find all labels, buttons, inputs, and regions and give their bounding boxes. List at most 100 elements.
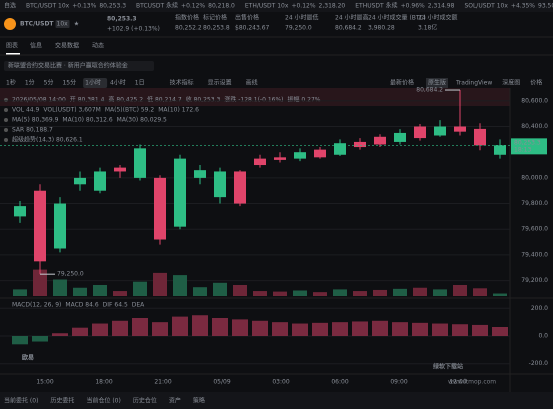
interval[interactable]: 4小时 bbox=[110, 79, 126, 87]
mode-active bbox=[426, 78, 449, 88]
volume-bar bbox=[413, 287, 427, 296]
legend-item: 2026/05/08 14:00 bbox=[12, 97, 66, 104]
time-label: 05/09 bbox=[213, 379, 230, 386]
macd-readout: DEA bbox=[132, 302, 145, 309]
interval[interactable]: 1分 bbox=[25, 79, 35, 87]
volume-bar bbox=[73, 287, 87, 296]
legend-item: 涨跌 -128.1(-0.16%) bbox=[224, 96, 283, 104]
bottom-tab[interactable]: 当前委托 (0) bbox=[4, 397, 38, 405]
view-mode[interactable]: 深度图 bbox=[502, 79, 520, 87]
label[interactable]: 自选 bbox=[4, 2, 16, 10]
macd-bar bbox=[172, 316, 188, 336]
macd-bar bbox=[52, 333, 68, 336]
last-price: 80,253.3 bbox=[514, 139, 541, 146]
candle-body bbox=[454, 126, 466, 132]
tool[interactable]: 画线 bbox=[246, 79, 258, 87]
tab[interactable]: 图表 bbox=[6, 42, 18, 50]
bottom-tab[interactable]: 策略 bbox=[193, 397, 205, 405]
macd-bar bbox=[132, 318, 148, 336]
volume-bar bbox=[193, 287, 207, 296]
volume-bar bbox=[253, 291, 267, 296]
legend-eye bbox=[4, 98, 8, 102]
bottom-tab[interactable]: 历史仓位 bbox=[133, 397, 157, 405]
bottom-tab[interactable]: 资产 bbox=[169, 397, 181, 405]
price-tick-label: 79,800.0 bbox=[521, 200, 548, 207]
macd-bar bbox=[152, 322, 168, 336]
macd-bar bbox=[72, 327, 88, 336]
view-mode[interactable]: TradingView bbox=[455, 80, 492, 87]
notice[interactable]: 新联盟合约交易比赛 · 新用户赢取合约体验金 bbox=[8, 62, 128, 70]
ticker-name[interactable]: ETH/USDT 10x bbox=[245, 3, 289, 10]
favorite-star[interactable]: ★ bbox=[74, 21, 79, 28]
interval[interactable]: 1日 bbox=[135, 80, 145, 87]
low-label: 79,250.0 bbox=[57, 271, 84, 278]
pair-symbol: BTC/USDT bbox=[20, 21, 54, 28]
volume-bar bbox=[33, 269, 47, 296]
countdown: 18:13 bbox=[514, 146, 531, 153]
candle-body bbox=[374, 136, 386, 145]
macd-bar bbox=[12, 336, 28, 345]
interval[interactable]: 5分 bbox=[44, 79, 54, 87]
stat-value: 3,980.28 bbox=[368, 25, 395, 32]
notice-bg bbox=[4, 61, 154, 71]
macd-bar bbox=[292, 323, 308, 336]
ticker-name[interactable]: SOL/USDT 10x bbox=[464, 3, 508, 10]
ticker-name[interactable]: ETHUSDT 永续 bbox=[355, 2, 397, 10]
volume-bar bbox=[93, 285, 107, 296]
legend-item: MA(5)(BTC) 59.2 bbox=[105, 107, 155, 114]
interval-active bbox=[83, 78, 108, 88]
stat-value: 80,253.8 bbox=[203, 25, 230, 32]
view-mode[interactable]: 价格 bbox=[530, 79, 542, 87]
legend-item: 开 80,381.4 bbox=[70, 97, 105, 104]
volume-bar bbox=[393, 288, 407, 296]
interval[interactable]: 1小时 bbox=[85, 79, 101, 87]
interval[interactable]: 15分 bbox=[62, 79, 76, 87]
legend-eye bbox=[4, 118, 8, 122]
volume-bar bbox=[493, 293, 507, 296]
legend-eye bbox=[4, 108, 8, 112]
candle-body bbox=[434, 126, 446, 136]
tool[interactable]: 技术指标 bbox=[170, 79, 194, 87]
ticker-name[interactable]: BTC/USDT 10x bbox=[26, 3, 70, 10]
ticker-price: 2,314.98 bbox=[428, 3, 455, 10]
legend-item: MA(5) 80,369.9 bbox=[12, 117, 59, 124]
price-type[interactable]: 最新价格 bbox=[390, 79, 414, 87]
tab[interactable]: 交易数据 bbox=[55, 42, 79, 50]
macd-bar bbox=[492, 327, 508, 336]
macd-tick-label: -200.0 bbox=[529, 360, 549, 367]
ticker-name[interactable]: BTCUSDT 永续 bbox=[136, 2, 178, 10]
macd-bar bbox=[412, 322, 428, 336]
legend-item: 高 80,425.2 bbox=[108, 96, 143, 104]
ticker-change: +4.35% bbox=[511, 3, 535, 10]
candle-body bbox=[34, 190, 46, 262]
candle-body bbox=[354, 141, 366, 148]
tool[interactable]: 显示设置 bbox=[208, 79, 232, 87]
macd-bar bbox=[212, 318, 228, 336]
logo-watermark: 欧易 bbox=[22, 354, 34, 362]
time-label: 18:00 bbox=[95, 379, 112, 386]
view-mode[interactable]: 原生版 bbox=[428, 79, 446, 87]
candle-body bbox=[114, 167, 126, 172]
pair-price: 80,253.3 bbox=[107, 16, 137, 23]
tab[interactable]: 动态 bbox=[92, 42, 104, 50]
volume-bar bbox=[173, 275, 187, 296]
ticker-price: 2,318.20 bbox=[319, 3, 346, 10]
candle-body bbox=[194, 170, 206, 178]
ticker-bar bbox=[0, 0, 553, 12]
volume-bar bbox=[453, 285, 467, 296]
macd-bar bbox=[352, 321, 368, 336]
candle-body bbox=[294, 152, 306, 159]
tab[interactable]: 信息 bbox=[30, 42, 42, 50]
legend-item: 超级趋势(14,3) 80,626.1 bbox=[12, 136, 83, 144]
stat-label: 出售价格 bbox=[235, 14, 259, 22]
macd-tick-label: 0.0 bbox=[538, 333, 548, 340]
bottom-tab[interactable]: 历史委托 bbox=[50, 397, 74, 405]
volume-bar bbox=[433, 289, 447, 296]
price-tick-label: 80,600.0 bbox=[521, 97, 548, 104]
bottom-tab[interactable]: 当前仓位 (0) bbox=[86, 397, 120, 405]
tab-underline bbox=[6, 53, 20, 55]
last-price-tag bbox=[511, 138, 547, 155]
bottom-bar bbox=[0, 392, 553, 409]
interval[interactable]: 1秒 bbox=[6, 79, 16, 87]
legend-eye bbox=[4, 138, 8, 142]
